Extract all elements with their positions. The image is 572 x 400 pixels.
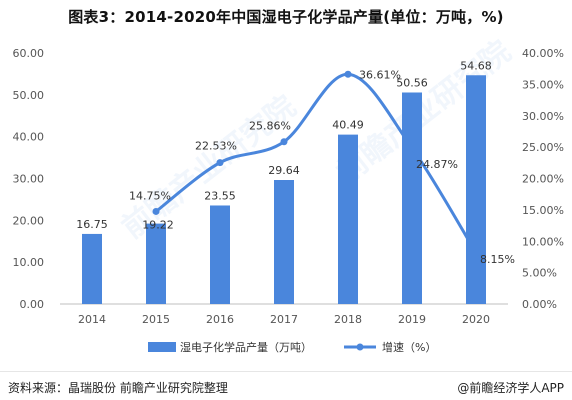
x-tick-label: 2015: [142, 313, 170, 326]
bar-value-label: 40.49: [332, 119, 364, 132]
source-note: 资料来源：晶瑞股份 前瞻产业研究院整理: [8, 381, 228, 395]
bar-value-label: 29.64: [268, 164, 300, 177]
y-right-tick-label: 40.00%: [522, 47, 564, 60]
y-right-tick-label: 0.00%: [522, 298, 557, 311]
bar: [402, 92, 422, 305]
x-tick-label: 2018: [334, 313, 362, 326]
chart-title: 图表3：2014-2020年中国湿电子化学品产量(单位：万吨，%): [68, 8, 504, 26]
legend-swatch-bar: [148, 342, 176, 352]
y-right-tick-label: 10.00%: [522, 235, 564, 248]
line-point: [216, 159, 224, 167]
y-right-tick-label: 30.00%: [522, 110, 564, 123]
data-labels: 16.75 19.22 23.55 29.64 40.49 50.56 54.68 14.75…: [76, 59, 515, 266]
line-value-label: 25.86%: [249, 120, 291, 133]
line-point: [280, 138, 288, 146]
y-right-tick-label: 5.00%: [522, 267, 557, 280]
legend-label-line: 增速（%）: [382, 340, 436, 354]
bar-value-label: 54.68: [460, 59, 492, 72]
y-left-tick-label: 10.00: [13, 256, 45, 269]
y-left-tick-label: 20.00: [13, 214, 45, 227]
bar: [466, 75, 486, 304]
bar-value-label: 16.75: [76, 218, 108, 231]
line-value-label: 36.61%: [359, 68, 401, 81]
x-tick-label: 2017: [270, 313, 298, 326]
legend-swatch-marker: [356, 343, 364, 351]
y-right-tick-label: 20.00%: [522, 173, 564, 186]
line-point: [472, 249, 480, 257]
line-point: [408, 144, 416, 152]
brand-logo: @前瞻经济学人APP: [457, 381, 564, 395]
chart: 前瞻产业研究院 前瞻产业研究院 0.00 10.00 20.00 30.00 40.00 5…: [13, 34, 564, 354]
bar: [82, 233, 102, 304]
legend-label-bar: 湿电子化学品产量（万吨）: [180, 340, 312, 354]
bar: [146, 223, 166, 304]
line-value-label: 8.15%: [480, 253, 515, 266]
y-right-tick-label: 35.00%: [522, 78, 564, 91]
line-value-label: 22.53%: [195, 140, 237, 153]
y-left-tick-label: 0.00: [20, 298, 45, 311]
bar: [210, 205, 230, 304]
x-tick-label: 2019: [398, 313, 426, 326]
y-right-tick-label: 15.00%: [522, 204, 564, 217]
y-left-tick-label: 50.00: [13, 89, 45, 102]
bar-value-label: 50.56: [396, 76, 428, 89]
bar-value-label: 23.55: [204, 189, 236, 202]
bar: [338, 134, 358, 304]
watermark: 前瞻产业研究院 前瞻产业研究院: [116, 34, 518, 246]
x-tick-label: 2020: [462, 313, 490, 326]
line-point: [344, 70, 352, 78]
x-tick-label: 2014: [78, 313, 106, 326]
x-tick-label: 2016: [206, 313, 234, 326]
line-value-label: 24.87%: [416, 158, 458, 171]
y-left-tick-label: 30.00: [13, 173, 45, 186]
y-right-tick-label: 25.00%: [522, 141, 564, 154]
bar: [274, 180, 294, 304]
footer: 资料来源：晶瑞股份 前瞻产业研究院整理 @前瞻经济学人APP: [0, 371, 572, 400]
line-point: [152, 207, 160, 215]
y-left-tick-label: 40.00: [13, 131, 45, 144]
legend: 湿电子化学品产量（万吨） 增速（%）: [148, 340, 436, 354]
y-left-tick-label: 60.00: [13, 47, 45, 60]
line-value-label: 14.75%: [129, 189, 171, 202]
bar-value-label: 19.22: [142, 219, 174, 232]
axes: 0.00 10.00 20.00 30.00 40.00 50.00 60.00 0.00% 5…: [13, 47, 564, 326]
line-series: [152, 70, 480, 257]
